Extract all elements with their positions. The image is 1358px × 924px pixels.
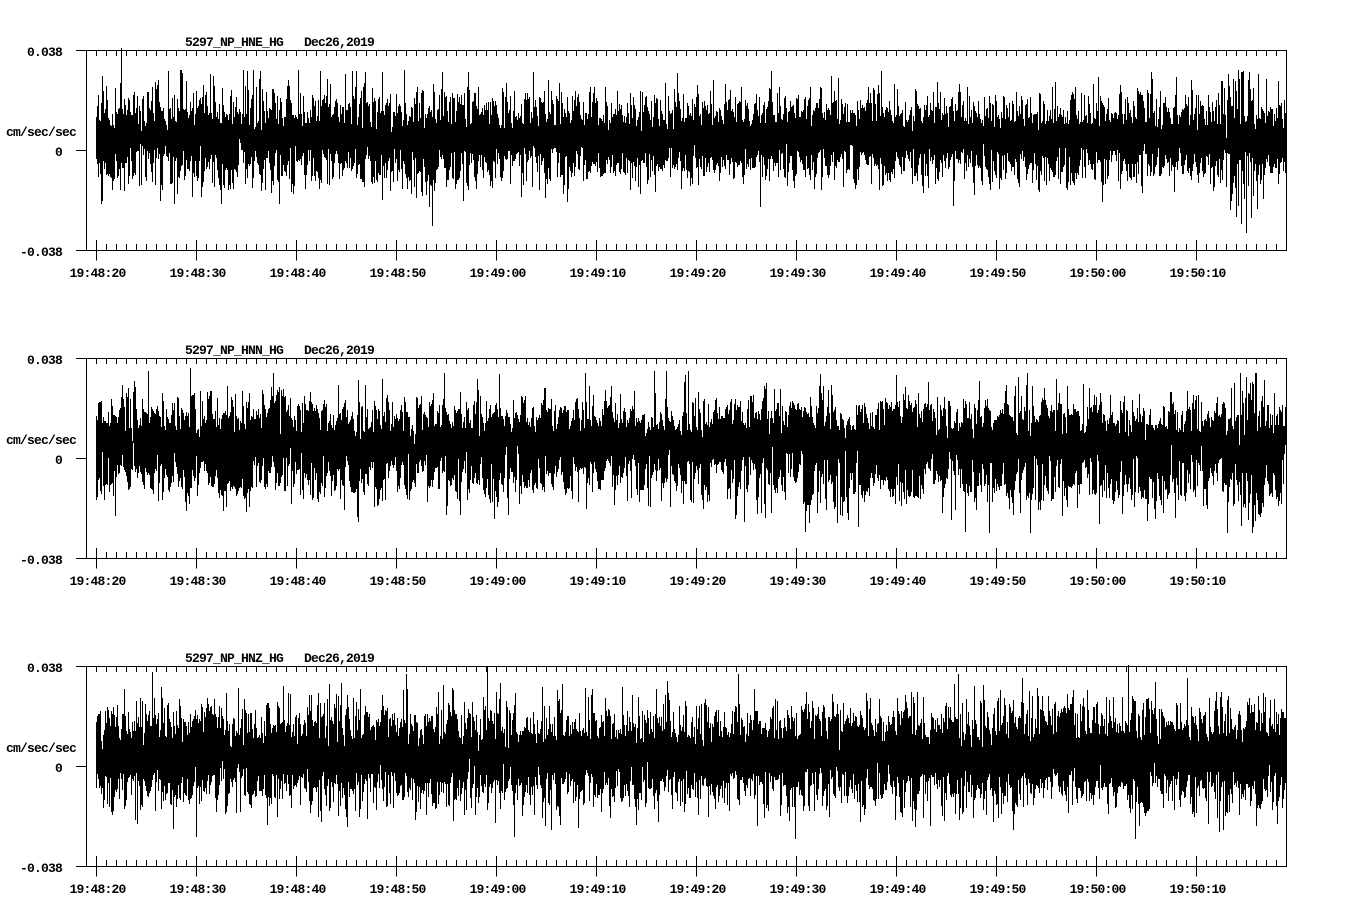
svg-text:19:49:20: 19:49:20: [669, 266, 726, 281]
svg-text:19:50:00: 19:50:00: [1069, 574, 1126, 589]
svg-text:19:50:10: 19:50:10: [1169, 882, 1226, 897]
svg-text:19:49:30: 19:49:30: [769, 574, 826, 589]
svg-text:19:49:20: 19:49:20: [669, 574, 726, 589]
svg-text:19:49:00: 19:49:00: [469, 266, 526, 281]
svg-text:5297_NP_HNE_HG Dec26,2019: 5297_NP_HNE_HG Dec26,2019: [185, 35, 375, 50]
svg-text:cm/sec/sec: cm/sec/sec: [6, 741, 77, 756]
svg-text:19:49:40: 19:49:40: [869, 882, 926, 897]
svg-text:19:49:10: 19:49:10: [569, 574, 626, 589]
svg-text:cm/sec/sec: cm/sec/sec: [6, 125, 77, 140]
svg-text:19:48:40: 19:48:40: [269, 882, 326, 897]
svg-text:cm/sec/sec: cm/sec/sec: [6, 433, 77, 448]
svg-text:0: 0: [55, 453, 63, 468]
svg-text:19:48:30: 19:48:30: [169, 882, 226, 897]
svg-text:0.038: 0.038: [27, 45, 63, 60]
svg-text:19:49:50: 19:49:50: [969, 882, 1026, 897]
svg-text:19:48:40: 19:48:40: [269, 266, 326, 281]
svg-text:19:49:00: 19:49:00: [469, 882, 526, 897]
svg-text:19:50:00: 19:50:00: [1069, 266, 1126, 281]
svg-text:19:50:00: 19:50:00: [1069, 882, 1126, 897]
svg-text:19:48:50: 19:48:50: [369, 266, 426, 281]
svg-text:19:49:30: 19:49:30: [769, 266, 826, 281]
svg-text:19:48:20: 19:48:20: [69, 574, 126, 589]
svg-text:0.038: 0.038: [27, 353, 63, 368]
svg-text:0: 0: [55, 761, 63, 776]
svg-text:19:49:10: 19:49:10: [569, 266, 626, 281]
svg-text:19:48:40: 19:48:40: [269, 574, 326, 589]
svg-text:0.038: 0.038: [27, 661, 63, 676]
svg-text:5297_NP_HNN_HG Dec26,2019: 5297_NP_HNN_HG Dec26,2019: [185, 343, 375, 358]
svg-text:19:48:30: 19:48:30: [169, 266, 226, 281]
svg-text:19:49:10: 19:49:10: [569, 882, 626, 897]
svg-text:19:48:50: 19:48:50: [369, 574, 426, 589]
svg-text:19:49:00: 19:49:00: [469, 574, 526, 589]
svg-text:19:49:50: 19:49:50: [969, 574, 1026, 589]
svg-text:19:49:30: 19:49:30: [769, 882, 826, 897]
svg-text:19:50:10: 19:50:10: [1169, 266, 1226, 281]
svg-text:-0.038: -0.038: [20, 553, 63, 568]
svg-text:19:50:10: 19:50:10: [1169, 574, 1226, 589]
svg-text:-0.038: -0.038: [20, 245, 63, 260]
svg-text:0: 0: [55, 145, 63, 160]
svg-text:19:49:50: 19:49:50: [969, 266, 1026, 281]
svg-text:5297_NP_HNZ_HG Dec26,2019: 5297_NP_HNZ_HG Dec26,2019: [185, 651, 375, 666]
svg-text:19:49:20: 19:49:20: [669, 882, 726, 897]
svg-text:19:49:40: 19:49:40: [869, 574, 926, 589]
svg-text:-0.038: -0.038: [20, 861, 63, 876]
svg-text:19:49:40: 19:49:40: [869, 266, 926, 281]
svg-text:19:48:50: 19:48:50: [369, 882, 426, 897]
svg-text:19:48:20: 19:48:20: [69, 266, 126, 281]
svg-text:19:48:30: 19:48:30: [169, 574, 226, 589]
svg-text:19:48:20: 19:48:20: [69, 882, 126, 897]
